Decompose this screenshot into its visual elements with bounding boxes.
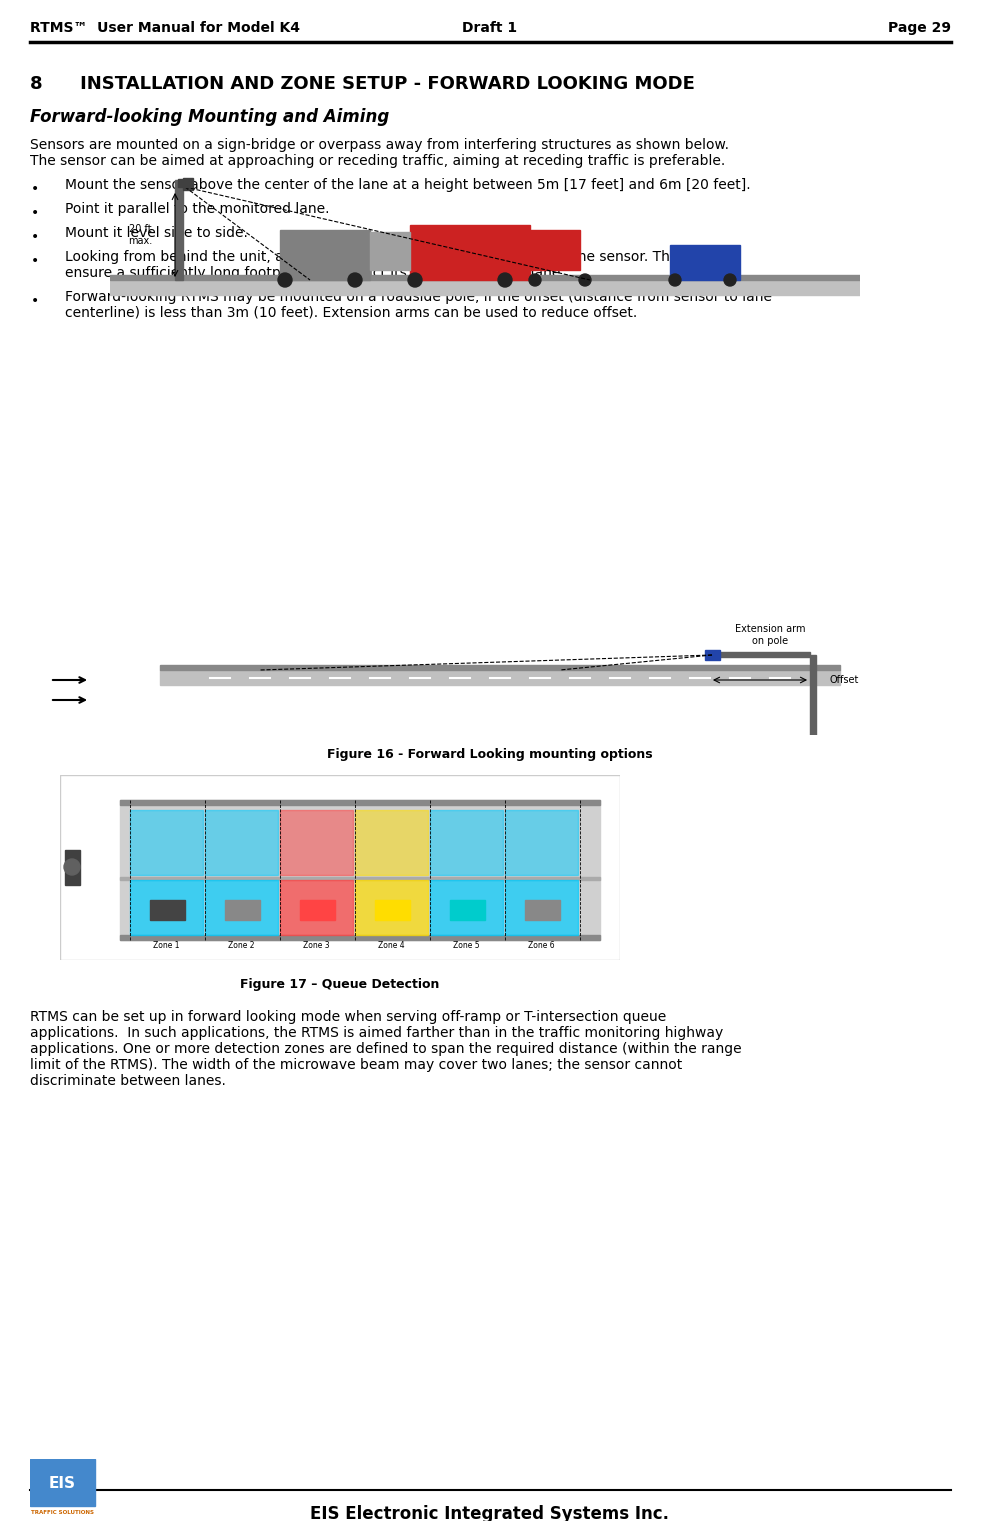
Bar xyxy=(110,275,860,280)
Bar xyxy=(430,881,503,935)
Text: discriminate between lanes.: discriminate between lanes. xyxy=(30,1074,226,1088)
Bar xyxy=(175,179,183,280)
Text: Forward-looking RTMS may be mounted on a roadside pole, if the offset (distance : Forward-looking RTMS may be mounted on a… xyxy=(65,291,772,304)
Bar xyxy=(355,811,428,875)
Bar xyxy=(30,1459,95,1506)
Bar xyxy=(505,881,578,935)
Text: 20 ft
max.: 20 ft max. xyxy=(128,224,152,246)
Bar xyxy=(280,230,370,280)
Text: Zone 2: Zone 2 xyxy=(229,941,255,951)
Text: Zone 5: Zone 5 xyxy=(453,941,480,951)
Bar xyxy=(205,881,278,935)
Circle shape xyxy=(498,272,512,287)
Bar xyxy=(178,179,192,187)
Bar xyxy=(120,878,600,881)
Circle shape xyxy=(579,274,591,286)
Text: EIS Electronic Integrated Systems Inc.: EIS Electronic Integrated Systems Inc. xyxy=(311,1504,669,1521)
Bar xyxy=(720,653,810,657)
Text: •: • xyxy=(30,183,39,196)
Text: Extension arm
on pole: Extension arm on pole xyxy=(735,624,805,646)
Text: RTMS™  User Manual for Model K4: RTMS™ User Manual for Model K4 xyxy=(30,21,300,35)
Bar xyxy=(410,225,530,280)
Bar xyxy=(670,245,740,280)
Bar xyxy=(65,850,80,885)
Bar xyxy=(150,900,185,920)
Text: •: • xyxy=(30,254,39,268)
Text: The sensor can be aimed at approaching or receding traffic, aiming at receding t: The sensor can be aimed at approaching o… xyxy=(30,154,725,167)
Text: TRAFFIC SOLUTIONS: TRAFFIC SOLUTIONS xyxy=(30,1510,93,1515)
Text: Zone 1: Zone 1 xyxy=(153,941,180,951)
Bar xyxy=(450,900,485,920)
Bar xyxy=(280,811,353,875)
Circle shape xyxy=(724,274,736,286)
Circle shape xyxy=(529,274,541,286)
Text: ensure a sufficiently long footprint but restrict its width to a single lane.: ensure a sufficiently long footprint but… xyxy=(65,266,565,280)
Text: EIS: EIS xyxy=(48,1475,76,1491)
Text: 8      INSTALLATION AND ZONE SETUP - FORWARD LOOKING MODE: 8 INSTALLATION AND ZONE SETUP - FORWARD … xyxy=(30,75,695,93)
Text: Draft 1: Draft 1 xyxy=(462,21,518,35)
Bar xyxy=(130,881,203,935)
Circle shape xyxy=(64,859,80,875)
Text: Forward-looking Mounting and Aiming: Forward-looking Mounting and Aiming xyxy=(30,108,389,126)
Bar xyxy=(705,649,720,660)
Circle shape xyxy=(348,272,362,287)
Bar xyxy=(505,811,578,875)
Text: centerline) is less than 3m (10 feet). Extension arms can be used to reduce offs: centerline) is less than 3m (10 feet). E… xyxy=(65,306,638,319)
Text: Zone 3: Zone 3 xyxy=(303,941,330,951)
Bar xyxy=(160,665,840,669)
Text: Zone 4: Zone 4 xyxy=(379,941,405,951)
Bar xyxy=(300,900,335,920)
Bar xyxy=(280,881,353,935)
Text: •: • xyxy=(30,205,39,221)
Bar xyxy=(810,656,816,735)
Bar xyxy=(160,669,840,684)
Text: Mount it level side to side.: Mount it level side to side. xyxy=(65,227,248,240)
Bar xyxy=(530,230,580,271)
Text: Looking from behind the unit, aim it to a point about 10m [33 feet] from the sen: Looking from behind the unit, aim it to … xyxy=(65,249,708,265)
Bar xyxy=(183,178,193,190)
Bar xyxy=(375,900,410,920)
Bar xyxy=(225,900,260,920)
Text: Point it parallel to the monitored lane.: Point it parallel to the monitored lane. xyxy=(65,202,330,216)
Text: Mount the sensor above the center of the lane at a height between 5m [17 feet] a: Mount the sensor above the center of the… xyxy=(65,178,750,192)
Text: limit of the RTMS). The width of the microwave beam may cover two lanes; the sen: limit of the RTMS). The width of the mic… xyxy=(30,1059,682,1072)
Bar xyxy=(370,233,410,271)
Bar xyxy=(110,280,860,295)
Text: Figure 16 - Forward Looking mounting options: Figure 16 - Forward Looking mounting opt… xyxy=(328,748,652,760)
Text: applications. One or more detection zones are defined to span the required dista: applications. One or more detection zone… xyxy=(30,1042,742,1056)
Bar xyxy=(120,800,600,805)
Text: •: • xyxy=(30,294,39,307)
Text: applications.  In such applications, the RTMS is aimed farther than in the traff: applications. In such applications, the … xyxy=(30,1027,723,1040)
Bar xyxy=(355,881,428,935)
Bar xyxy=(120,800,600,940)
Text: Zone 6: Zone 6 xyxy=(528,941,555,951)
Bar xyxy=(120,935,600,940)
Text: Page 29: Page 29 xyxy=(888,21,951,35)
Circle shape xyxy=(669,274,681,286)
Circle shape xyxy=(278,272,292,287)
Text: Figure 17 – Queue Detection: Figure 17 – Queue Detection xyxy=(240,978,439,992)
Bar xyxy=(525,900,560,920)
Text: Sensors are mounted on a sign-bridge or overpass away from interfering structure: Sensors are mounted on a sign-bridge or … xyxy=(30,138,729,152)
Bar xyxy=(130,811,203,875)
Bar xyxy=(430,811,503,875)
Text: Offset: Offset xyxy=(830,675,859,684)
Bar xyxy=(205,811,278,875)
Text: •: • xyxy=(30,230,39,243)
Circle shape xyxy=(408,272,422,287)
Text: RTMS can be set up in forward looking mode when serving off-ramp or T-intersecti: RTMS can be set up in forward looking mo… xyxy=(30,1010,666,1024)
